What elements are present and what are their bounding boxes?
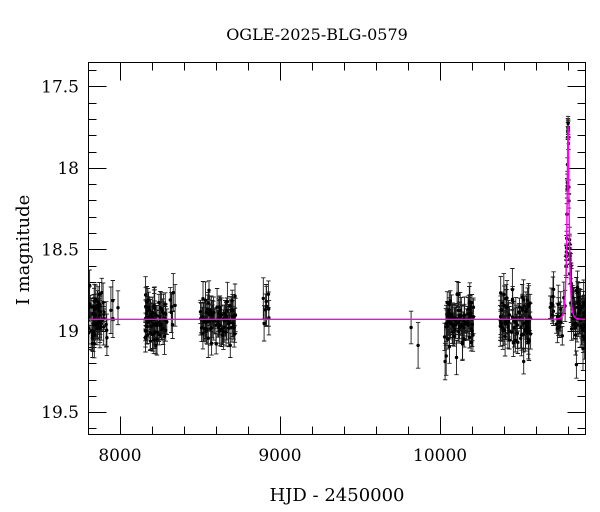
model-curve [88, 125, 586, 321]
x-tick-label: 9000 [258, 446, 301, 466]
data-points [88, 121, 586, 367]
y-tick-label: 19 [57, 322, 79, 342]
error-bars [88, 115, 586, 381]
x-tick-label: 10000 [413, 446, 467, 466]
y-tick-label: 18.5 [41, 240, 79, 260]
chart-title: OGLE-2025-BLG-0579 [226, 25, 408, 44]
major-ticks [88, 62, 586, 435]
y-axis-label: I magnitude [13, 195, 34, 306]
plot-frame [88, 62, 586, 435]
y-tick-label: 17.5 [41, 77, 79, 97]
x-tick-label: 8000 [98, 446, 141, 466]
y-tick-label: 18 [57, 159, 79, 179]
minor-ticks [88, 62, 586, 435]
x-axis-label: HJD - 2450000 [269, 485, 404, 506]
y-tick-label: 19.5 [41, 403, 79, 423]
